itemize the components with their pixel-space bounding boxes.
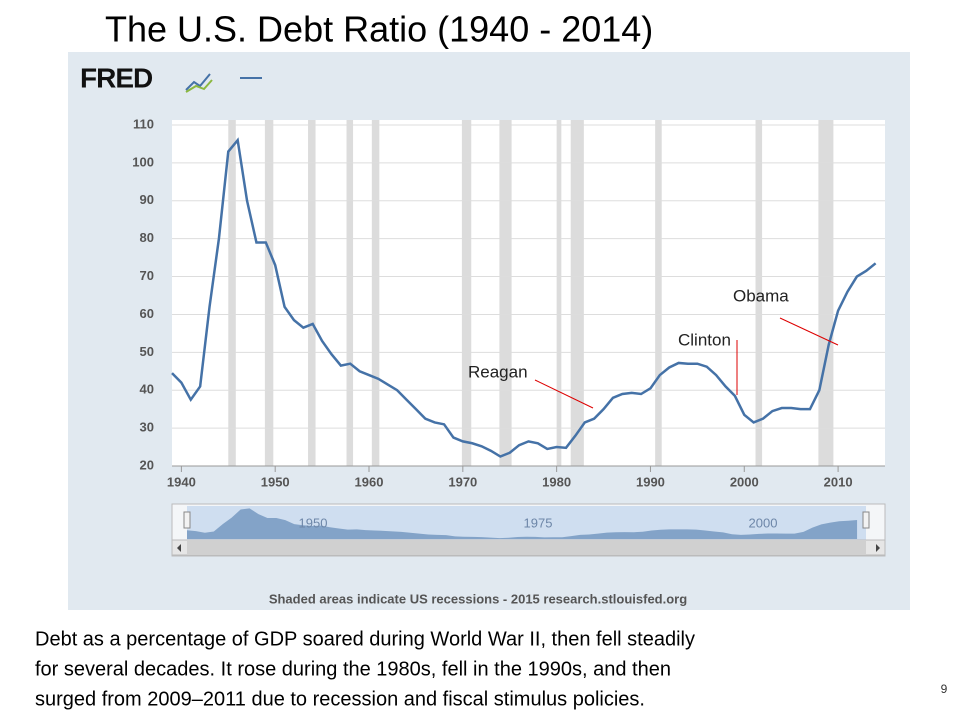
annotation: Clinton — [678, 330, 731, 349]
navigator-label: 1950 — [299, 515, 328, 530]
annotation-pointer — [534, 379, 594, 409]
annotation: Obama — [733, 286, 789, 305]
slide-number: 9 — [941, 682, 948, 696]
navigator-plot: 1950 1975 2000 — [187, 508, 858, 539]
navigator-area — [187, 508, 858, 539]
y-tick-label: 90 — [140, 192, 154, 207]
recession — [371, 120, 380, 466]
slide-title: The U.S. Debt Ratio (1940 - 2014) — [105, 9, 653, 50]
recession — [264, 120, 274, 466]
y-tick-label: 20 — [140, 457, 154, 472]
recession — [655, 120, 662, 466]
recession — [346, 120, 354, 466]
y-tick-label: 100 — [132, 154, 154, 169]
recession — [556, 120, 562, 466]
x-tick-label: 1940 — [167, 474, 196, 489]
scrollbar-thumb[interactable] — [187, 541, 866, 554]
handle[interactable] — [862, 511, 870, 529]
y-tick-label: 60 — [140, 306, 154, 321]
y-tick-label: 80 — [140, 230, 154, 245]
y-tick-label: 30 — [140, 420, 154, 435]
x-tick-label: 1990 — [636, 474, 665, 489]
caption-line: surged from 2009–2011 due to recession a… — [35, 688, 645, 710]
annotation-pointer — [779, 317, 839, 346]
fred-logo: FRED — [80, 62, 153, 93]
x-tick-label: 1980 — [542, 474, 571, 489]
recession — [755, 120, 763, 466]
plot-area — [172, 120, 885, 466]
handle[interactable] — [183, 511, 191, 529]
footer: Shaded areas indicate US recessions - 20… — [269, 591, 687, 606]
recession — [308, 120, 316, 466]
recession — [461, 120, 472, 466]
x-tick-label: 2010 — [824, 474, 853, 489]
recession — [570, 120, 584, 466]
plot: 20 30 40 50 60 70 80 90 100 110 1940 1950 1960 1970 19… — [132, 116, 885, 489]
y-tick-label: 70 — [140, 268, 154, 283]
navigator-label: 2000 — [749, 515, 778, 530]
navigator-label: 1975 — [524, 515, 553, 530]
y-tick-label: 50 — [140, 344, 154, 359]
x-tick-label: 1950 — [261, 474, 290, 489]
recession — [818, 120, 834, 466]
series-line — [171, 137, 877, 458]
scroll-right[interactable] — [876, 544, 880, 552]
recession — [228, 120, 236, 466]
y-tick-label: 110 — [133, 116, 154, 131]
logo-icon — [185, 73, 211, 91]
recession — [499, 120, 512, 466]
caption-line: Debt as a percentage of GDP soared durin… — [35, 628, 695, 650]
logo-icon — [185, 79, 213, 93]
x-tick-label: 2000 — [730, 474, 759, 489]
x-tick-label: 1960 — [355, 474, 384, 489]
y-tick-label: 40 — [140, 382, 154, 397]
scroll-left[interactable] — [177, 544, 181, 552]
x-tick-label: 1970 — [448, 474, 477, 489]
caption-line: for several decades. It rose during the … — [35, 658, 671, 680]
annotation: Reagan — [468, 362, 528, 381]
